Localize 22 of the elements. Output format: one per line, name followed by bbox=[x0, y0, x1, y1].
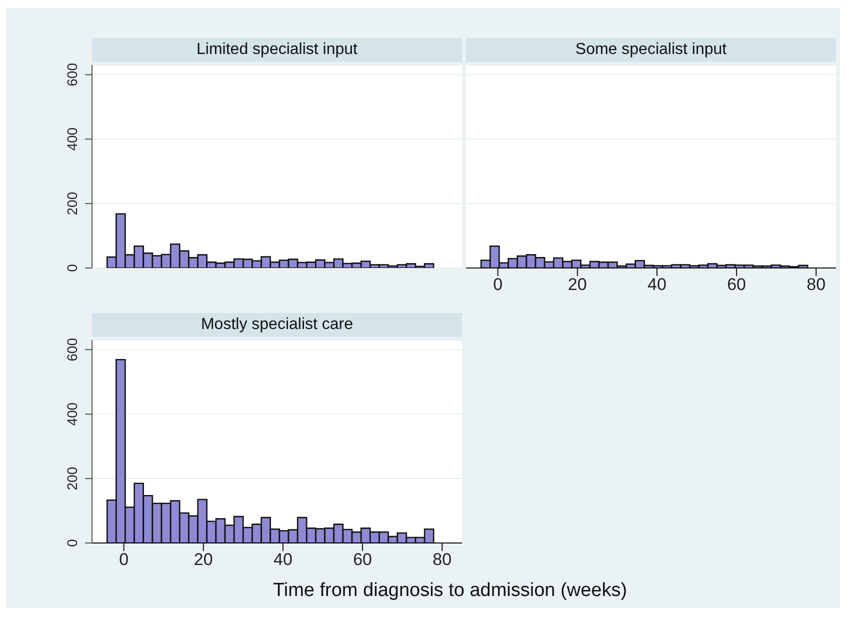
x-tick-label: 40 bbox=[648, 275, 666, 294]
chart-title: Limited specialist input bbox=[92, 38, 462, 62]
y-tick-label: 400 bbox=[64, 402, 80, 426]
chart-title: Some specialist input bbox=[466, 38, 836, 62]
y-tick-label: 0 bbox=[64, 538, 80, 547]
x-axis-title: Time from diagnosis to admission (weeks) bbox=[272, 580, 628, 602]
x-tick-label: 60 bbox=[727, 275, 746, 294]
y-tick-label: 600 bbox=[64, 62, 80, 86]
x-tick-label: 40 bbox=[274, 550, 292, 570]
x-tick-label: 20 bbox=[194, 550, 213, 570]
y-tick-label: 200 bbox=[64, 192, 80, 216]
x-tick-label: 80 bbox=[432, 550, 452, 570]
x-tick-label: 80 bbox=[806, 275, 826, 294]
y-tick-label: 400 bbox=[64, 127, 80, 151]
y-tick-label: 200 bbox=[64, 466, 80, 490]
x-tick-label: 0 bbox=[493, 275, 503, 294]
x-tick-label: 0 bbox=[119, 550, 129, 570]
y-tick-label: 600 bbox=[64, 338, 80, 362]
x-tick-label: 60 bbox=[353, 550, 372, 570]
chart-title: Mostly specialist care bbox=[92, 313, 462, 337]
y-tick-label: 0 bbox=[64, 264, 80, 272]
x-tick-label: 20 bbox=[568, 275, 587, 294]
